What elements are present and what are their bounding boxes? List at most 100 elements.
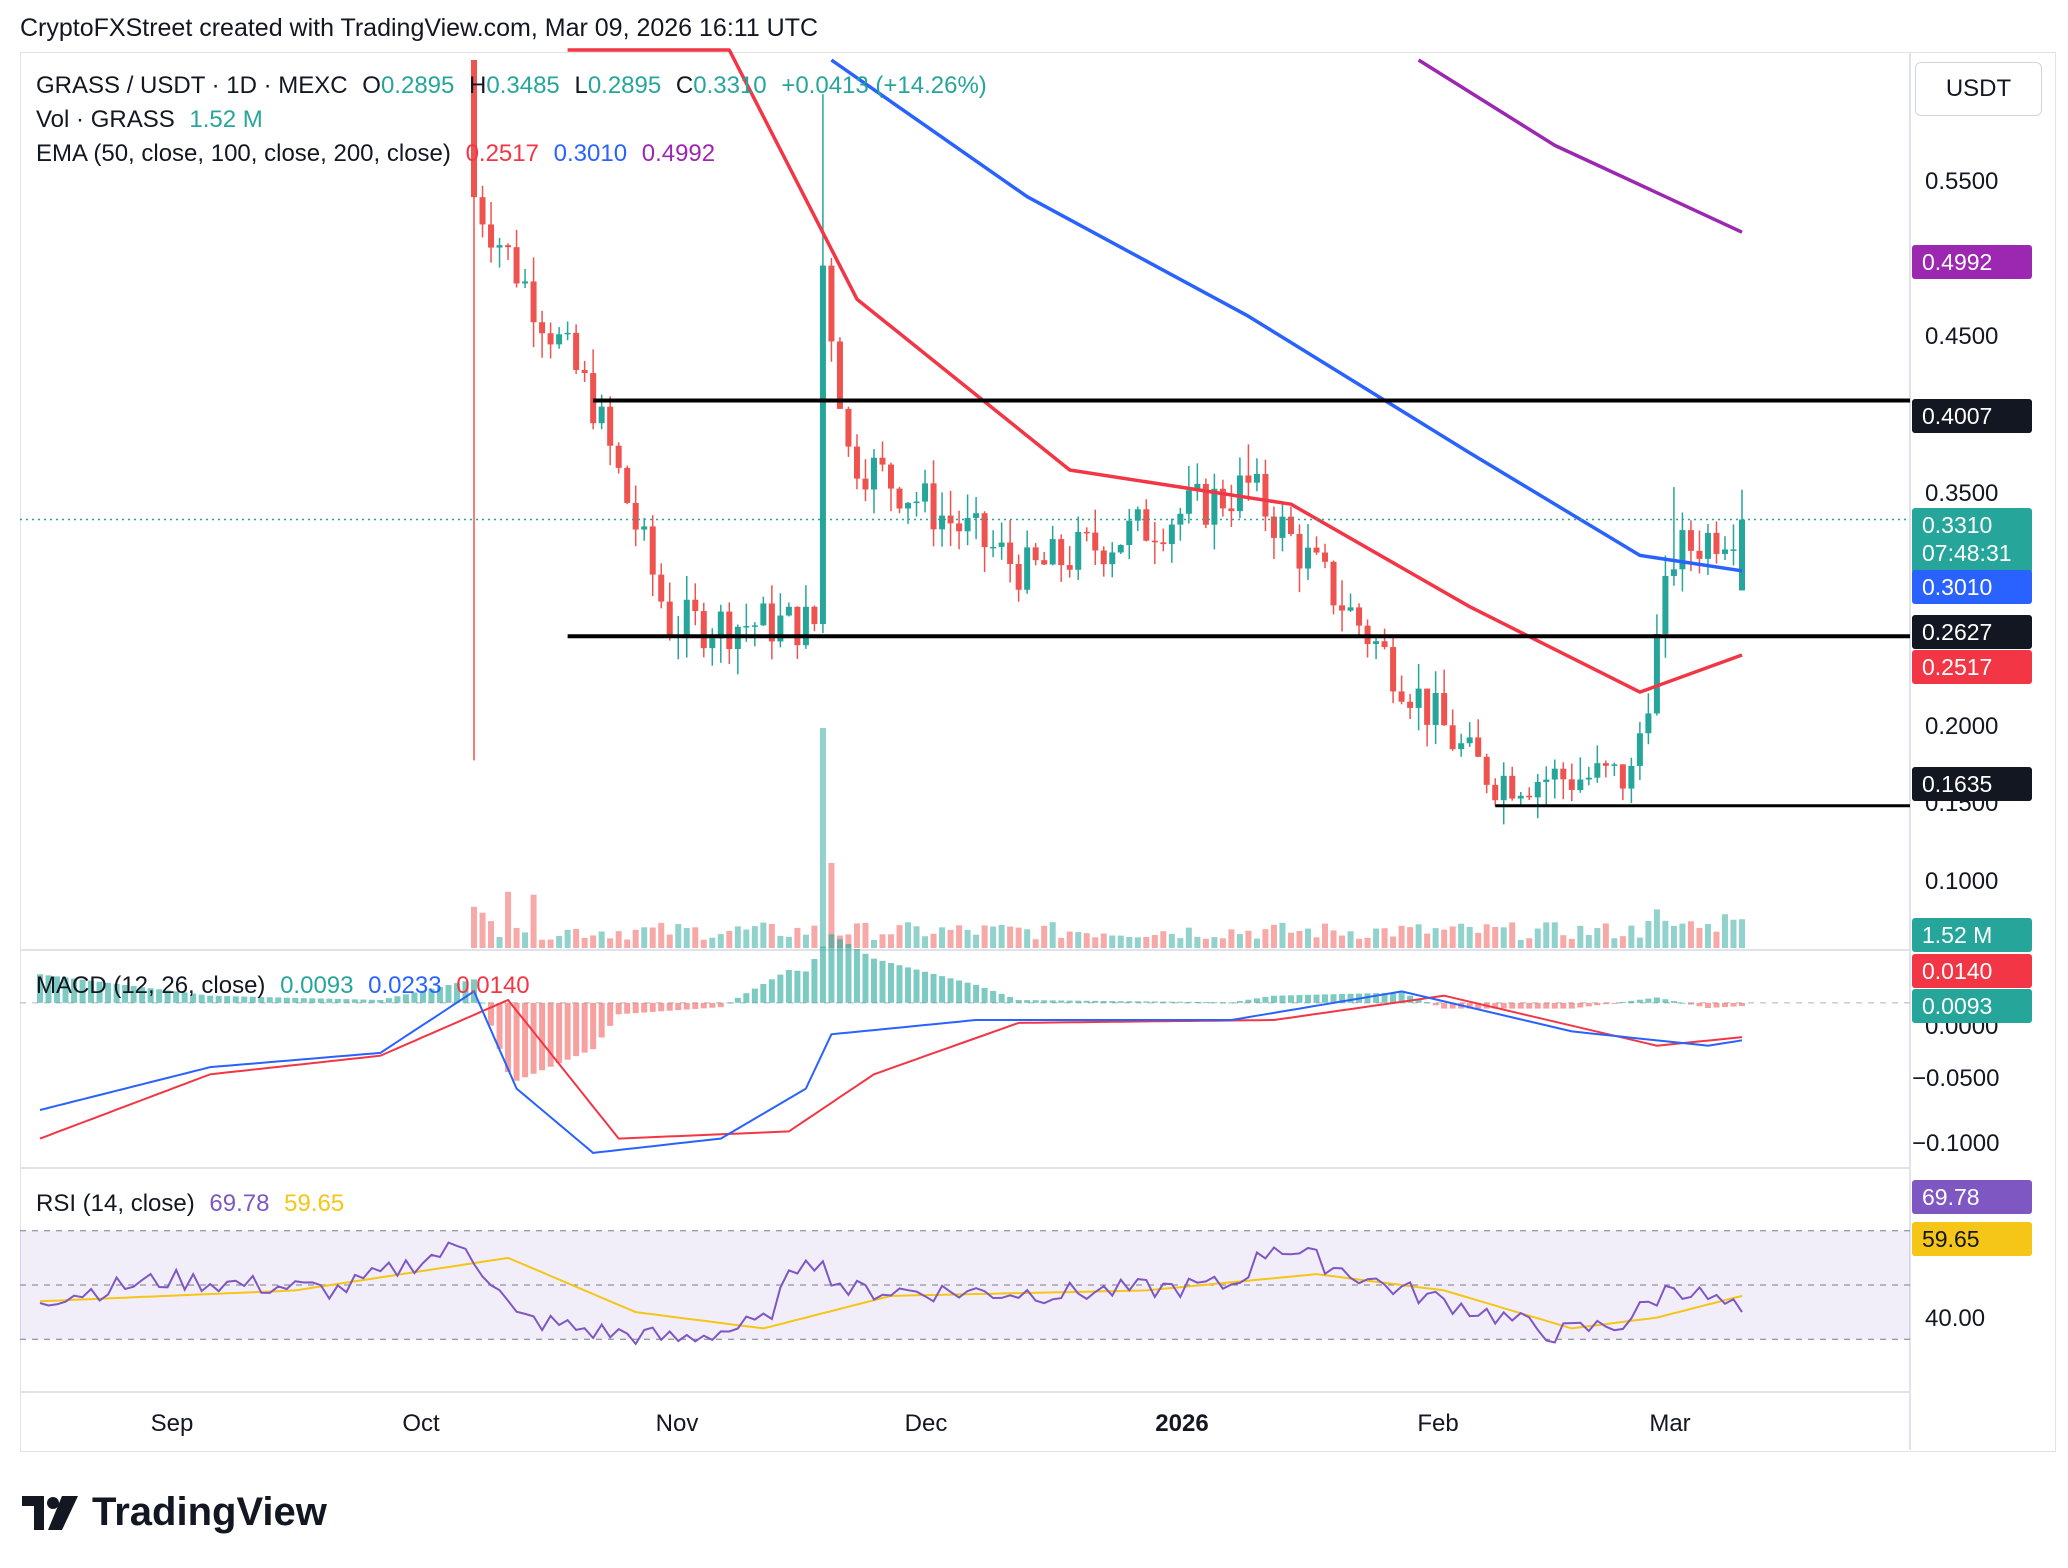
volume-bar [1083,933,1090,948]
candle-body [1347,607,1354,611]
volume-tag: 1.52 M [1912,918,2032,952]
macd-histogram-bar [658,1002,665,1012]
macd-histogram-bar [1662,999,1669,1003]
volume-bar [581,937,588,948]
candle-body [785,606,792,616]
macd-histogram-bar [1653,997,1660,1003]
candle-body [496,245,503,248]
support-tag: 0.2627 [1912,615,2032,649]
volume-bar [1466,927,1473,948]
macd-hist-value: 0.0093 [280,972,354,999]
macd-histogram-bar [1492,1002,1499,1009]
volume-bar [598,931,605,948]
volume-bar [1373,928,1380,948]
symbol-title[interactable]: GRASS / USDT · 1D · MEXC [36,72,348,99]
macd-histogram-bar [777,974,784,1003]
macd-histogram-bar [130,986,137,1003]
bar-countdown: 07:48:31 [1922,540,2012,566]
macd-histogram-bar [1628,1000,1635,1003]
brand-name: TradingView [92,1490,327,1534]
chart-header: CryptoFXStreet created with TradingView.… [20,14,819,42]
macd-histogram-bar [607,1002,614,1026]
macd-histogram-bar [1713,1002,1720,1008]
macd-histogram-bar [266,997,273,1003]
volume-bar [888,934,894,948]
volume-bar [539,939,546,948]
macd-histogram-bar [802,971,809,1003]
candle-body [1415,688,1422,708]
volume-bar [1143,936,1150,948]
open-value: 0.2895 [380,72,455,99]
candle-body [1304,547,1311,569]
candle-body [1432,693,1439,725]
candle-body [1015,563,1022,590]
macd-histogram-bar [1236,1001,1243,1003]
candle-body [1279,516,1286,538]
macd-tick: −0.0500 [1912,1065,2000,1092]
candle-body [1509,775,1516,799]
macd-histogram-bar [785,970,792,1003]
volume-bar [1721,914,1728,948]
volume-bar [1687,921,1694,948]
candle-body [1568,779,1575,791]
volume-label[interactable]: Vol · GRASS [36,106,175,133]
volume-bar [658,922,665,948]
macd-histogram-bar [453,983,460,1003]
candle-body [1032,547,1039,561]
volume-bar [1160,931,1167,948]
macd-histogram-bar [258,997,265,1003]
candle-body [1653,633,1660,714]
macd-histogram-bar [1270,995,1277,1003]
ema-label[interactable]: EMA (50, close, 100, close, 200, close) [36,140,451,167]
candle-body [1296,534,1303,569]
candle-body [1330,561,1337,606]
macd-histogram-bar [173,991,180,1003]
candle-body [1066,565,1073,570]
candle-body [530,281,537,323]
volume-bar [990,926,997,948]
volume-bar [905,922,912,948]
volume-bar [488,921,495,948]
time-tick: Dec [904,1410,948,1437]
macd-histogram-bar [734,997,741,1003]
macd-histogram-bar [760,983,767,1003]
macd-histogram-bar [326,998,333,1003]
volume-bar [726,930,733,948]
macd-histogram-bar [1390,992,1397,1003]
candle-body [811,606,818,625]
macd-histogram-bar [1185,1001,1192,1003]
volume-bar [1364,937,1371,948]
volume-bar [1483,924,1490,948]
volume-bar [1551,922,1558,948]
macd-label[interactable]: MACD (12, 26, close) [36,972,266,999]
candle-body [939,515,946,530]
macd-histogram-bar [888,963,894,1003]
macd-histogram-bar [249,996,256,1003]
candle-body [1100,550,1107,565]
tradingview-logo[interactable]: TradingView [22,1490,327,1535]
open-label: O [362,72,381,99]
chart-frame [20,52,2056,1452]
candle-body [845,408,852,447]
currency-button[interactable]: USDT [1915,62,2042,116]
macd-histogram-bar [1739,1002,1745,1007]
macd-histogram-bar [964,982,971,1003]
macd-histogram-bar [1500,1002,1507,1009]
ema50-tag: 0.2517 [1912,650,2032,684]
price-tick: 0.1000 [1925,868,1999,895]
macd-histogram-bar [896,965,903,1003]
volume-bar [1015,927,1022,948]
volume-bar [777,935,784,948]
candle-body [1551,768,1558,780]
macd-histogram-bar [360,999,367,1003]
rsi-label[interactable]: RSI (14, close) [36,1190,195,1217]
volume-bar [964,929,971,948]
volume-bar [1432,928,1439,948]
volume-bar [1330,930,1337,948]
candle-body [666,601,673,638]
volume-bar [1041,925,1048,948]
candle-body [802,606,809,646]
macd-histogram-bar [1279,995,1286,1003]
symbol-legend: GRASS / USDT · 1D · MEXC O0.2895 H0.3485… [36,72,995,100]
